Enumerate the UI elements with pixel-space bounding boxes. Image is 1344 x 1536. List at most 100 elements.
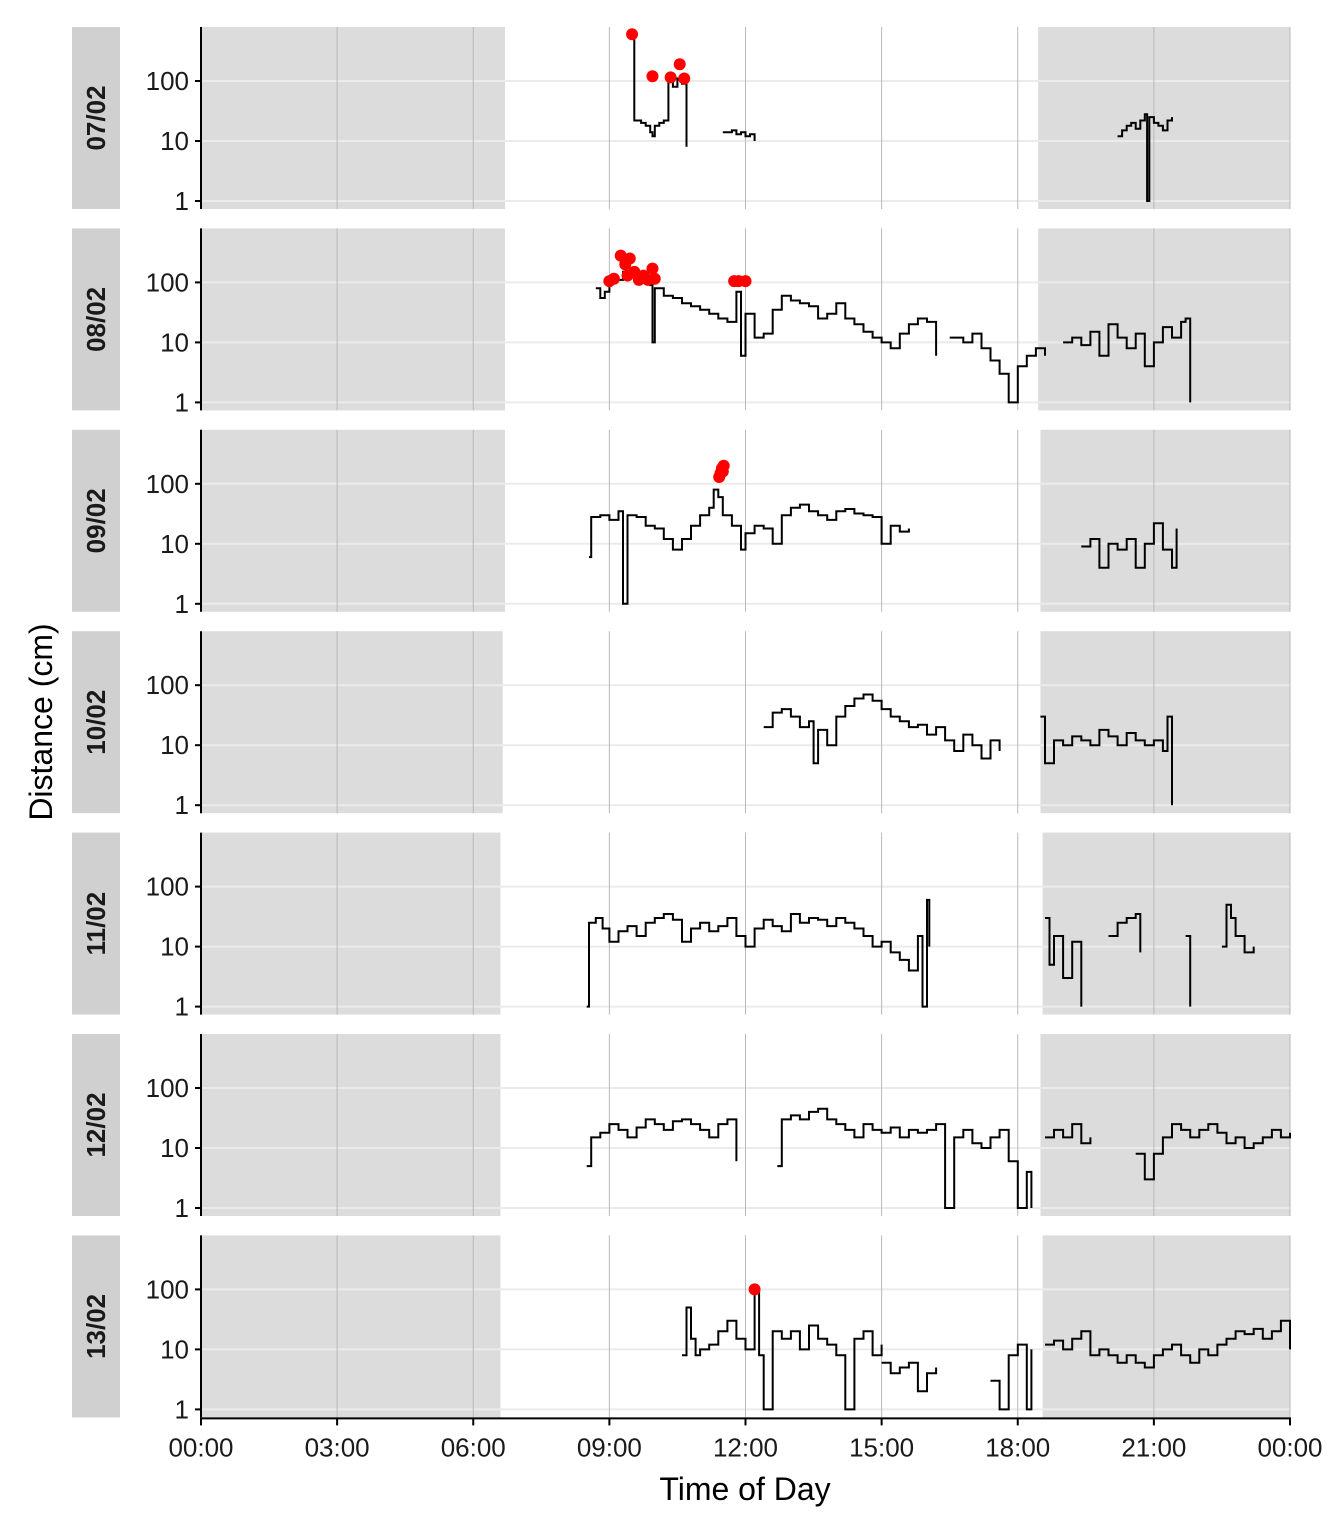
panel-07-02: 1 10 100 07/02 [72,27,1291,216]
y-tick-label: 10 [160,1133,189,1163]
night-band [201,832,501,1015]
y-tick-label: 100 [146,1274,189,1304]
facet-strip [72,228,120,411]
y-tick-label: 1 [175,790,189,820]
night-band [1038,27,1290,209]
y-tick-label: 1 [175,1394,189,1424]
highlight-point [646,70,659,83]
series-line [949,332,1046,404]
highlight-point [673,58,686,71]
y-tick-label: 100 [146,66,189,96]
highlight-point [748,1283,761,1296]
facet-strip [72,27,120,209]
facet-strip-label: 11/02 [81,892,111,956]
x-axis-title: Time of Day [659,1471,830,1507]
y-tick-label: 10 [160,327,189,357]
x-tick-label: 15:00 [849,1432,914,1462]
night-band [201,631,503,814]
y-tick-label: 100 [146,872,189,902]
highlight-point [607,272,620,285]
highlight-point [716,465,729,478]
highlight-point [646,262,659,275]
x-tick-label: 12:00 [713,1432,778,1462]
facet-strip [72,631,120,814]
series-line [586,898,931,1008]
facet-strip-label: 07/02 [81,85,111,150]
x-tick-label: 00:00 [1257,1432,1322,1462]
facet-strip-label: 12/02 [81,1092,111,1157]
facet-strip [72,1034,120,1216]
highlight-point [739,275,752,288]
y-tick-label: 10 [160,126,189,156]
series-line [1040,715,1173,806]
facet-strip-label: 08/02 [81,287,111,352]
highlight-point [664,71,677,84]
series-line [1108,913,1142,953]
series-line [1135,1123,1291,1181]
facet-strip [72,832,120,1015]
y-tick-label: 1 [175,589,189,619]
night-band [201,1034,501,1216]
facet-strip-label: 09/02 [81,488,111,553]
highlight-point [648,272,661,285]
night-band [1040,631,1290,814]
y-tick-label: 100 [146,469,189,499]
y-tick-label: 100 [146,1073,189,1103]
night-band [201,228,506,411]
night-band [201,27,506,209]
series-line [1063,317,1192,403]
panels-layer: 11010007/0211010008/0211010009/021101001… [72,27,1291,1424]
series-line [881,1361,938,1393]
series-line [1045,1123,1092,1145]
facet-strip-label: 10/02 [81,690,111,755]
series-line [1081,522,1178,569]
y-tick-label: 100 [146,670,189,700]
panel-09-02: 1 10 100 09/02 [72,429,1291,619]
panel-11-02: 1 10 100 11/02 [72,832,1291,1022]
night-band [201,429,506,612]
highlight-point [678,72,691,85]
x-tick-label: 09:00 [577,1432,642,1462]
y-tick-label: 1 [175,186,189,216]
series-line [1117,113,1173,202]
y-axis-title: Distance (cm) [23,623,59,820]
series-line [632,33,688,147]
series-line [586,1118,738,1168]
y-tick-label: 1 [175,992,189,1022]
panel-13-02: 1 10 100 13/02 [72,1235,1291,1424]
facet-strip [72,1235,120,1418]
y-tick-label: 1 [175,387,189,417]
facet-strip [72,429,120,612]
night-band [1038,228,1290,411]
x-axis: 00:00 03:00 06:00 09:00 12:00 15:00 18:00 21:00… [168,1417,1323,1462]
series-line [1045,917,1083,1007]
night-band [1040,429,1290,612]
x-tick-label: 06:00 [441,1432,506,1462]
night-band [1042,1235,1290,1418]
y-tick-label: 100 [146,267,189,297]
highlight-point [623,252,636,265]
panel-12-02: 1 10 100 12/02 [72,1034,1291,1223]
x-tick-label: 03:00 [305,1432,370,1462]
x-tick-label: 00:00 [168,1432,233,1462]
series-line [777,1107,1033,1209]
series-line [589,488,910,605]
y-tick-label: 10 [160,730,189,760]
series-line [1221,903,1255,954]
y-tick-label: 10 [160,932,189,962]
facet-strip-label: 13/02 [81,1294,111,1359]
y-tick-label: 10 [160,1334,189,1364]
series-line [990,1343,1033,1411]
y-tick-label: 1 [175,1193,189,1223]
highlight-point [626,28,639,41]
series-line [1185,935,1192,1007]
panel-10-02: 1 10 100 10/02 [72,631,1291,820]
series-line [1045,1319,1291,1369]
night-band [1042,832,1290,1015]
series-line [763,693,1001,765]
night-band [201,1235,501,1418]
x-tick-label: 18:00 [985,1432,1050,1462]
series-line [682,1288,883,1411]
y-tick-label: 10 [160,529,189,559]
